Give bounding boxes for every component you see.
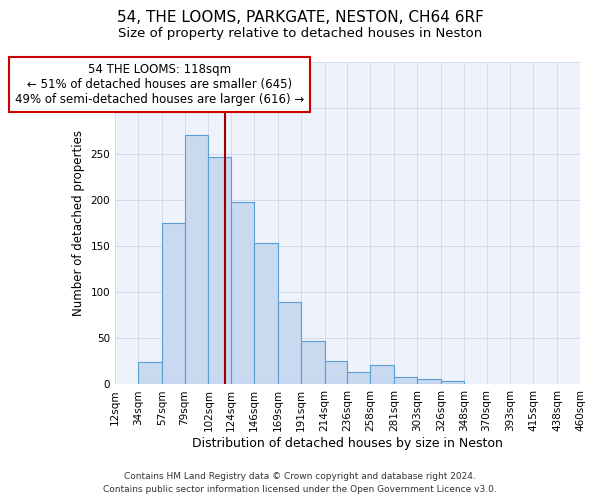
Text: 54, THE LOOMS, PARKGATE, NESTON, CH64 6RF: 54, THE LOOMS, PARKGATE, NESTON, CH64 6R… <box>116 10 484 25</box>
Bar <box>231 202 254 384</box>
Bar <box>301 341 325 384</box>
Bar <box>417 379 441 384</box>
Bar <box>325 362 347 384</box>
Bar <box>394 377 417 384</box>
Bar <box>208 156 231 384</box>
Text: Contains public sector information licensed under the Open Government Licence v3: Contains public sector information licen… <box>103 485 497 494</box>
Y-axis label: Number of detached properties: Number of detached properties <box>72 130 85 316</box>
Bar <box>162 223 185 384</box>
Bar <box>254 244 278 384</box>
X-axis label: Distribution of detached houses by size in Neston: Distribution of detached houses by size … <box>192 437 503 450</box>
Bar <box>370 365 394 384</box>
Text: Contains HM Land Registry data © Crown copyright and database right 2024.: Contains HM Land Registry data © Crown c… <box>124 472 476 481</box>
Bar <box>138 362 162 384</box>
Bar <box>278 302 301 384</box>
Text: 54 THE LOOMS: 118sqm
← 51% of detached houses are smaller (645)
49% of semi-deta: 54 THE LOOMS: 118sqm ← 51% of detached h… <box>15 64 304 106</box>
Bar <box>441 381 464 384</box>
Bar <box>347 372 370 384</box>
Bar <box>185 136 208 384</box>
Text: Size of property relative to detached houses in Neston: Size of property relative to detached ho… <box>118 28 482 40</box>
